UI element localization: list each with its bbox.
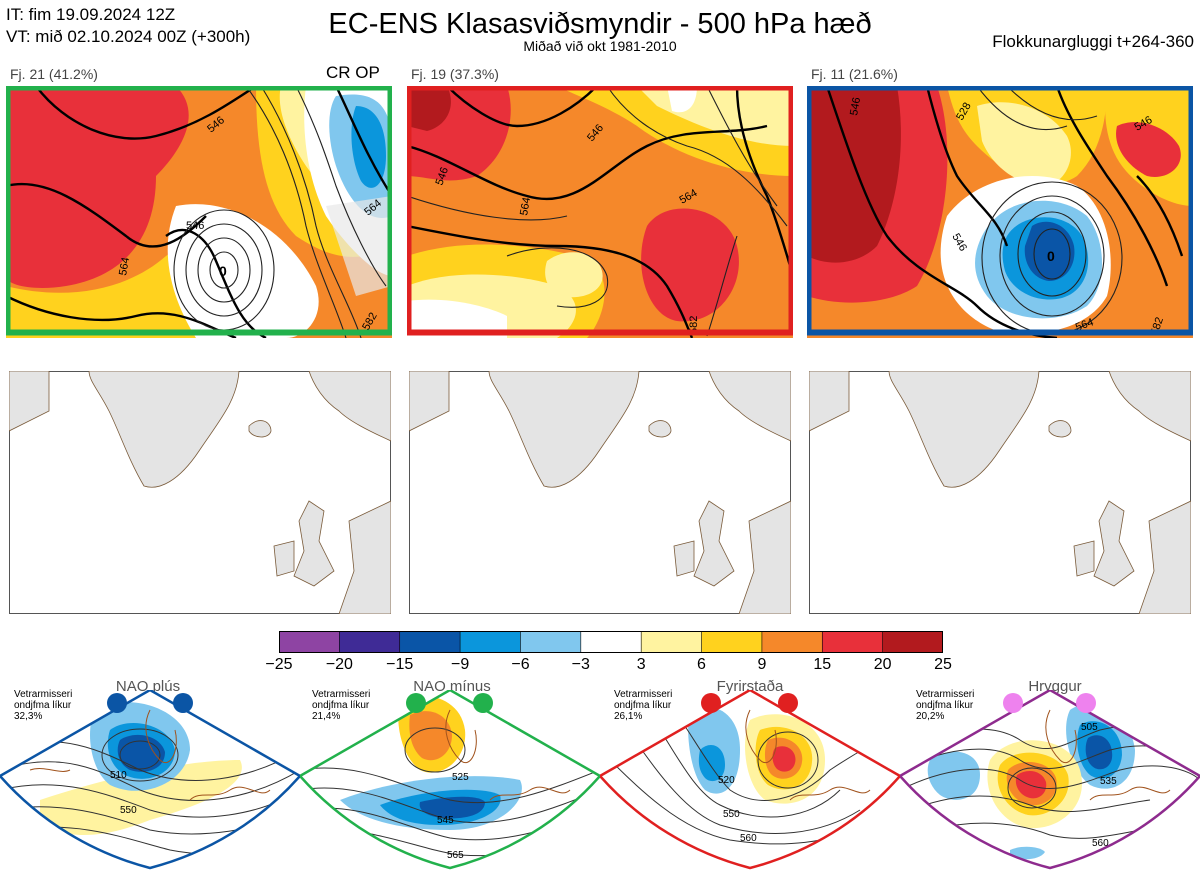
regime-4-dot-right <box>1076 693 1096 713</box>
forecast-info: IT: fim 19.09.2024 12Z VT: mið 02.10.202… <box>6 4 250 48</box>
colorbar <box>279 631 943 653</box>
cluster-1-frame <box>6 86 392 336</box>
svg-text:550: 550 <box>723 809 740 820</box>
valid-time: VT: mið 02.10.2024 00Z (+300h) <box>6 27 251 46</box>
colorbar-tick-label: −20 <box>325 656 353 673</box>
svg-text:525: 525 <box>452 772 469 783</box>
cluster-2-label: Fj. 19 (37.3%) <box>411 66 499 82</box>
basemap-1 <box>9 371 391 614</box>
regime-1-name: NAO plús <box>115 678 181 695</box>
svg-text:510: 510 <box>110 770 127 781</box>
colorbar-tick-label: −9 <box>450 656 470 673</box>
regime-3-dot-right <box>778 693 798 713</box>
regime-4-map: 505 535 560 <box>900 690 1200 870</box>
initial-time: IT: fim 19.09.2024 12Z <box>6 5 176 24</box>
colorbar-swatch <box>520 631 582 653</box>
crop-label: CR OP <box>326 63 380 82</box>
svg-text:560: 560 <box>740 833 757 844</box>
colorbar-swatch <box>279 631 341 653</box>
regime-1-note: Vetrarmisseri ondjfma líkur 32,3% <box>14 689 73 722</box>
colorbar-swatch <box>459 631 522 653</box>
colorbar-tick-label: −6 <box>511 656 530 673</box>
svg-text:565: 565 <box>447 850 464 861</box>
colorbar-swatch <box>399 631 461 653</box>
contour-label: 564 <box>1074 316 1095 334</box>
contour-label: 582 <box>688 316 700 334</box>
regime-1-dot-right <box>173 693 193 713</box>
regime-2-map: 525 545 565 <box>300 690 600 870</box>
colorbar-swatch <box>701 631 763 653</box>
svg-text:560: 560 <box>1092 838 1109 849</box>
contour-label: 546 <box>186 220 204 232</box>
svg-text:550: 550 <box>120 805 137 816</box>
colorbar-tick-label: 20 <box>873 656 892 673</box>
cluster-3-frame <box>807 86 1193 336</box>
cluster-1-label: Fj. 21 (41.2%) <box>10 66 98 82</box>
colorbar-swatch <box>640 631 703 653</box>
cluster-1-map: 0 546 546 564 564 582 <box>6 86 392 338</box>
contour-label: 0 <box>1047 248 1055 264</box>
contour-label: 546 <box>848 96 863 116</box>
colorbar-tick-label: −3 <box>571 656 590 673</box>
basemap-2 <box>409 371 791 614</box>
colorbar-swatch <box>339 631 401 653</box>
svg-text:505: 505 <box>1081 722 1098 733</box>
regime-3-note: Vetrarmisseri ondjfma líkur 26,1% <box>614 689 673 722</box>
regime-2-dot-left <box>406 693 426 713</box>
regime-2-note: Vetrarmisseri ondjfma líkur 21,4% <box>312 689 371 722</box>
colorbar-tick-label: 25 <box>934 656 952 673</box>
regime-4-name: Hryggur <box>1028 678 1082 695</box>
colorbar-swatch <box>580 631 642 653</box>
svg-text:0: 0 <box>219 263 227 279</box>
svg-text:520: 520 <box>718 775 735 786</box>
regime-1-map: 510 550 <box>0 690 300 870</box>
svg-text:535: 535 <box>1100 776 1117 787</box>
regime-3-name: Fyrirstaða <box>716 678 784 695</box>
page-title: EC-ENS Klasasviðsmyndir - 500 hPa hæð <box>328 8 872 40</box>
colorbar-tick-label: 6 <box>697 656 706 673</box>
colorbar-tick-label: −25 <box>265 656 293 673</box>
regime-1-dot-left <box>107 693 127 713</box>
cluster-2-map: 546 546 564 564 582 <box>407 86 793 338</box>
regime-2-name: NAO mínus <box>413 678 491 695</box>
svg-text:545: 545 <box>437 815 454 826</box>
colorbar-tick-label: −15 <box>386 656 414 673</box>
colorbar-tick-label: 3 <box>636 656 646 673</box>
regime-2-dot-right <box>473 693 493 713</box>
cluster-2-frame <box>407 86 793 336</box>
contour-label: 564 <box>518 196 533 216</box>
regime-4-note: Vetrarmisseri ondjfma líkur 20,2% <box>916 689 975 722</box>
classification-window: Flokkunargluggi t+264-360 <box>992 32 1194 51</box>
cluster-3-map: 0 546 528 546 546 564 582 <box>807 86 1193 338</box>
page-subtitle: Miðað við okt 1981-2010 <box>523 38 677 54</box>
regime-3-dot-left <box>701 693 721 713</box>
basemap-3 <box>809 371 1191 614</box>
contour-label: 564 <box>117 256 132 276</box>
colorbar-swatch <box>821 631 884 653</box>
colorbar-tick-label: 15 <box>813 656 832 673</box>
contour-label: 546 <box>434 166 452 187</box>
cluster-3-label: Fj. 11 (21.6%) <box>811 66 898 82</box>
colorbar-swatch <box>882 631 943 653</box>
regime-4-dot-left <box>1003 693 1023 713</box>
colorbar-tick-label: 9 <box>757 656 767 673</box>
regime-3-map: 520 550 560 <box>600 690 900 870</box>
colorbar-swatch <box>761 631 824 653</box>
